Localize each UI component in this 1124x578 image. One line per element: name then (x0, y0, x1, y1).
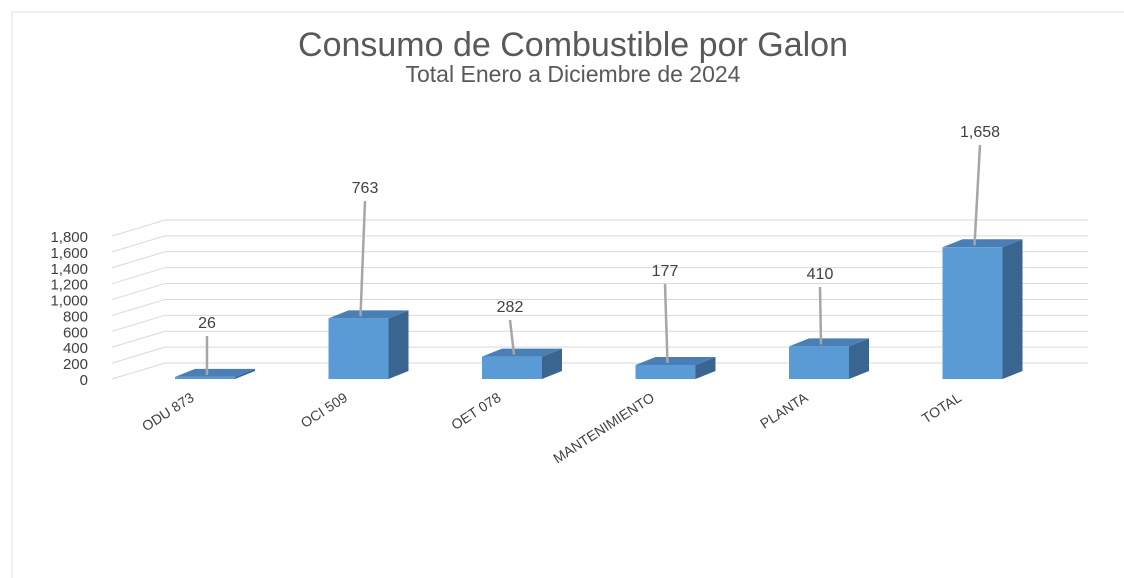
grid-line-side (111, 314, 166, 332)
data-label: 282 (497, 299, 524, 316)
bar-top (635, 356, 716, 365)
bar (942, 247, 1003, 379)
y-tick-label: 600 (63, 324, 88, 341)
x-tick-label: OET 078 (448, 389, 504, 433)
y-tick-label: 400 (63, 340, 88, 357)
bar-side (695, 356, 716, 379)
y-tick-label: 0 (80, 372, 88, 389)
y-tick-label: 1,600 (50, 245, 88, 262)
bar-top (482, 348, 562, 357)
grid-line-side (111, 298, 166, 316)
bar-side (388, 310, 409, 379)
grid-line-side (111, 235, 166, 253)
bar-top (942, 239, 1023, 248)
leader-line (973, 144, 982, 246)
data-label: 26 (198, 315, 216, 332)
chart-title: Consumo de Combustible por Galon (298, 26, 848, 64)
bar (635, 364, 696, 379)
grid-line-side (111, 330, 166, 348)
x-tick-label: ODU 873 (139, 389, 197, 434)
x-tick-label: PLANTA (757, 389, 811, 432)
bar (328, 318, 389, 379)
data-label: 177 (652, 263, 679, 280)
leader-line (663, 283, 669, 363)
leader-line (359, 200, 367, 317)
y-tick-label: 1,400 (50, 261, 88, 278)
bar (482, 356, 542, 379)
grid-line-side (111, 267, 166, 285)
data-label: 410 (807, 266, 834, 283)
leader-line (818, 286, 823, 345)
y-tick-label: 800 (63, 308, 88, 325)
grid-line-side (111, 251, 166, 269)
chart-subtitle: Total Enero a Diciembre de 2024 (406, 61, 741, 87)
y-tick-label: 1,200 (50, 277, 88, 294)
bar-top (175, 368, 255, 377)
y-tick-label: 1,000 (50, 293, 88, 310)
bar-side (235, 368, 255, 379)
bar-side (1002, 239, 1023, 379)
bar-top (789, 338, 869, 347)
grid-line-side (111, 346, 166, 364)
x-tick-label: TOTAL (919, 389, 965, 426)
bar-top (328, 310, 409, 319)
x-tick-label: OCI 509 (298, 389, 351, 431)
bar-side (542, 348, 562, 379)
data-label: 763 (352, 180, 379, 197)
y-tick-label: 1,800 (50, 229, 88, 246)
bar-side (849, 338, 869, 379)
grid-line-side (111, 219, 166, 237)
x-tick-label: MANTENIMIENTO (550, 389, 657, 466)
data-label: 1,658 (960, 124, 1000, 141)
leader-line (508, 319, 516, 355)
y-tick-label: 200 (63, 356, 88, 373)
bar (789, 346, 849, 379)
grid-line-side (111, 283, 166, 301)
bar (175, 376, 235, 379)
grid-line-side (111, 362, 166, 380)
